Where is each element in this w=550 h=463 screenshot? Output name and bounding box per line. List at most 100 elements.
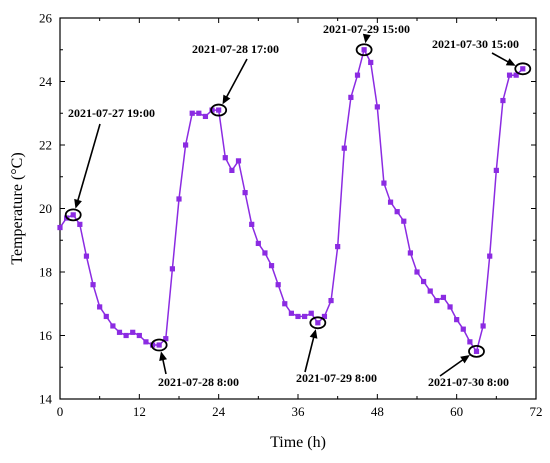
data-point <box>434 297 440 304</box>
data-point <box>169 266 175 272</box>
series-layer <box>57 47 526 354</box>
data-point <box>216 107 222 113</box>
data-point <box>473 348 480 354</box>
annotation-label: 2021-07-27 19:00 <box>68 106 155 120</box>
y-tick-label: 18 <box>39 265 52 280</box>
data-point <box>249 221 255 227</box>
axes: Time (h) Temperature (°C) 0 12 24 36 48 60 72 1… <box>9 11 543 452</box>
data-point <box>467 339 473 345</box>
data-point <box>57 224 63 231</box>
data-point <box>116 329 123 335</box>
annotation-arrowhead <box>222 94 231 105</box>
data-point <box>315 320 321 326</box>
y-tick-label: 26 <box>39 11 53 26</box>
y-tick-label: 16 <box>39 328 53 343</box>
data-point <box>368 59 374 66</box>
data-point <box>341 145 347 151</box>
data-point <box>328 297 334 304</box>
data-point <box>222 155 228 161</box>
data-point <box>183 142 189 148</box>
data-point <box>520 66 526 72</box>
highlight-ring <box>150 338 168 352</box>
annotation-label: 2021-07-28 17:00 <box>192 42 279 56</box>
annotation-arrow <box>224 58 248 100</box>
annotation-arrowhead <box>460 355 470 364</box>
data-point <box>487 253 493 259</box>
data-point <box>506 72 513 78</box>
y-tick-label: 22 <box>39 138 52 153</box>
data-point <box>427 288 433 294</box>
data-point <box>302 313 308 320</box>
x-tick-label: 12 <box>133 404 146 419</box>
highlight-ring <box>514 62 532 76</box>
data-point <box>282 301 288 307</box>
highlight-ring <box>309 316 327 330</box>
data-point <box>202 113 209 120</box>
annotation-arrowhead <box>505 58 516 66</box>
annotation-arrow <box>439 357 466 377</box>
data-point <box>321 313 328 320</box>
x-tick-label: 48 <box>371 404 384 419</box>
data-point <box>394 209 400 215</box>
data-point <box>70 212 76 218</box>
data-point <box>361 47 367 53</box>
data-point <box>460 326 466 332</box>
annotation-arrowhead <box>362 33 371 44</box>
plot-frame <box>59 17 537 400</box>
annotations-layer: 2021-07-27 19:00 2021-07-28 8:00 2021-07-2… <box>64 22 532 389</box>
data-point <box>500 97 506 104</box>
data-point <box>493 167 499 173</box>
data-point <box>348 94 354 100</box>
data-point <box>176 196 182 202</box>
highlight-ring <box>355 43 373 57</box>
y-axis-title: Temperature (°C) <box>9 152 26 264</box>
data-point <box>454 317 460 323</box>
data-point <box>335 244 341 250</box>
data-point <box>229 167 235 173</box>
data-point <box>103 313 109 320</box>
annotation-arrowhead <box>159 351 167 361</box>
x-tick-label: 36 <box>292 404 306 419</box>
data-point <box>136 332 142 339</box>
data-point <box>414 269 420 275</box>
data-point <box>255 240 261 247</box>
data-point <box>130 329 136 335</box>
data-point <box>440 294 447 300</box>
data-point <box>407 250 413 256</box>
annotation-label: 2021-07-28 8:00 <box>158 375 239 389</box>
data-point <box>387 199 394 205</box>
data-point <box>447 304 453 310</box>
data-point <box>401 218 407 224</box>
annotation-label: 2021-07-30 8:00 <box>428 375 509 389</box>
data-point <box>374 104 380 110</box>
data-point <box>268 263 275 269</box>
data-point <box>308 310 314 316</box>
x-tick-label: 24 <box>212 404 226 419</box>
x-tick-label: 60 <box>450 404 463 419</box>
annotation-arrow <box>304 334 316 373</box>
data-point <box>156 342 162 348</box>
data-point <box>235 158 242 164</box>
highlight-ring <box>64 208 82 222</box>
annotation-arrow <box>491 52 511 64</box>
data-point <box>163 336 169 342</box>
data-point <box>123 332 129 339</box>
annotation-arrowhead <box>309 329 318 339</box>
data-point <box>189 110 195 116</box>
data-point <box>196 110 202 116</box>
annotation-arrow <box>76 123 101 204</box>
highlight-ring <box>468 344 485 358</box>
data-point <box>354 72 361 78</box>
data-point <box>97 304 103 310</box>
data-point <box>288 310 294 316</box>
series-line <box>59 47 524 354</box>
x-tick-label: 0 <box>57 404 64 419</box>
data-point <box>513 72 519 78</box>
data-point <box>262 250 268 256</box>
data-point <box>110 323 116 329</box>
data-point <box>77 221 83 227</box>
data-point <box>275 282 281 288</box>
y-tick-label: 14 <box>39 392 53 407</box>
